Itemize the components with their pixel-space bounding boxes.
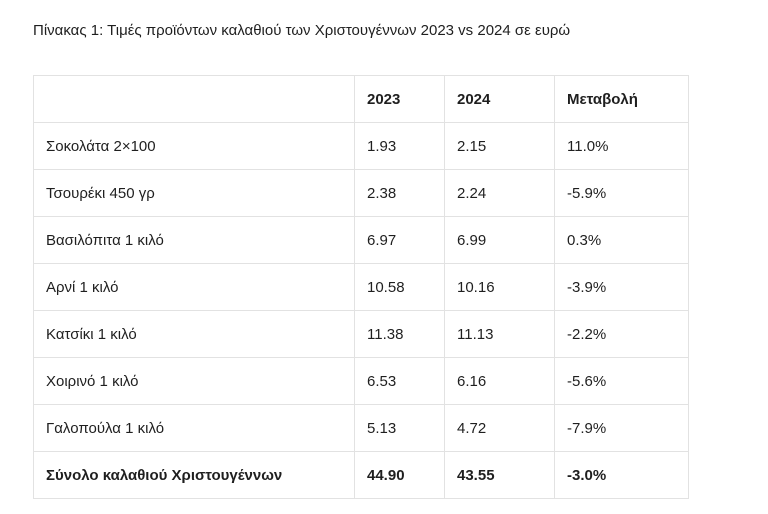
price-2024: 10.16 (444, 263, 555, 311)
price-2023: 10.58 (354, 263, 445, 311)
product-name: Χοιρινό 1 κιλό (33, 357, 355, 405)
header-change: Μεταβολή (554, 75, 689, 123)
product-name: Γαλοπούλα 1 κιλό (33, 404, 355, 452)
change-value: -2.2% (554, 310, 689, 358)
change-value: 0.3% (554, 216, 689, 264)
table-caption: Πίνακας 1: Τιμές προϊόντων καλαθιού των … (33, 22, 571, 39)
header-row: 2023 2024 Μεταβολή (33, 75, 689, 123)
change-value: -7.9% (554, 404, 689, 452)
table-row: Κατσίκι 1 κιλό 11.38 11.13 -2.2% (33, 310, 689, 358)
price-2024: 4.72 (444, 404, 555, 452)
product-name: Βασιλόπιτα 1 κιλό (33, 216, 355, 264)
total-label: Σύνολο καλαθιού Χριστουγέννων (33, 451, 355, 499)
price-2023: 5.13 (354, 404, 445, 452)
table-row: Χοιρινό 1 κιλό 6.53 6.16 -5.6% (33, 357, 689, 405)
price-table: 2023 2024 Μεταβολή Σοκολάτα 2×100 1.93 2… (33, 75, 689, 499)
product-name: Αρνί 1 κιλό (33, 263, 355, 311)
price-2023: 2.38 (354, 169, 445, 217)
product-name: Σοκολάτα 2×100 (33, 122, 355, 170)
total-2023: 44.90 (354, 451, 445, 499)
price-2024: 6.99 (444, 216, 555, 264)
price-2024: 11.13 (444, 310, 555, 358)
price-2023: 6.53 (354, 357, 445, 405)
table-row: Σοκολάτα 2×100 1.93 2.15 11.0% (33, 122, 689, 170)
total-change: -3.0% (554, 451, 689, 499)
total-row: Σύνολο καλαθιού Χριστουγέννων 44.90 43.5… (33, 451, 689, 499)
change-value: -3.9% (554, 263, 689, 311)
header-2024: 2024 (444, 75, 555, 123)
total-2024: 43.55 (444, 451, 555, 499)
header-product (33, 75, 355, 123)
header-2023: 2023 (354, 75, 445, 123)
price-2023: 11.38 (354, 310, 445, 358)
product-name: Κατσίκι 1 κιλό (33, 310, 355, 358)
price-2024: 2.24 (444, 169, 555, 217)
change-value: -5.9% (554, 169, 689, 217)
price-2023: 6.97 (354, 216, 445, 264)
change-value: -5.6% (554, 357, 689, 405)
table-row: Τσουρέκι 450 γρ 2.38 2.24 -5.9% (33, 169, 689, 217)
table-row: Αρνί 1 κιλό 10.58 10.16 -3.9% (33, 263, 689, 311)
price-2024: 6.16 (444, 357, 555, 405)
price-2024: 2.15 (444, 122, 555, 170)
price-2023: 1.93 (354, 122, 445, 170)
table-row: Γαλοπούλα 1 κιλό 5.13 4.72 -7.9% (33, 404, 689, 452)
product-name: Τσουρέκι 450 γρ (33, 169, 355, 217)
table-row: Βασιλόπιτα 1 κιλό 6.97 6.99 0.3% (33, 216, 689, 264)
change-value: 11.0% (554, 122, 689, 170)
